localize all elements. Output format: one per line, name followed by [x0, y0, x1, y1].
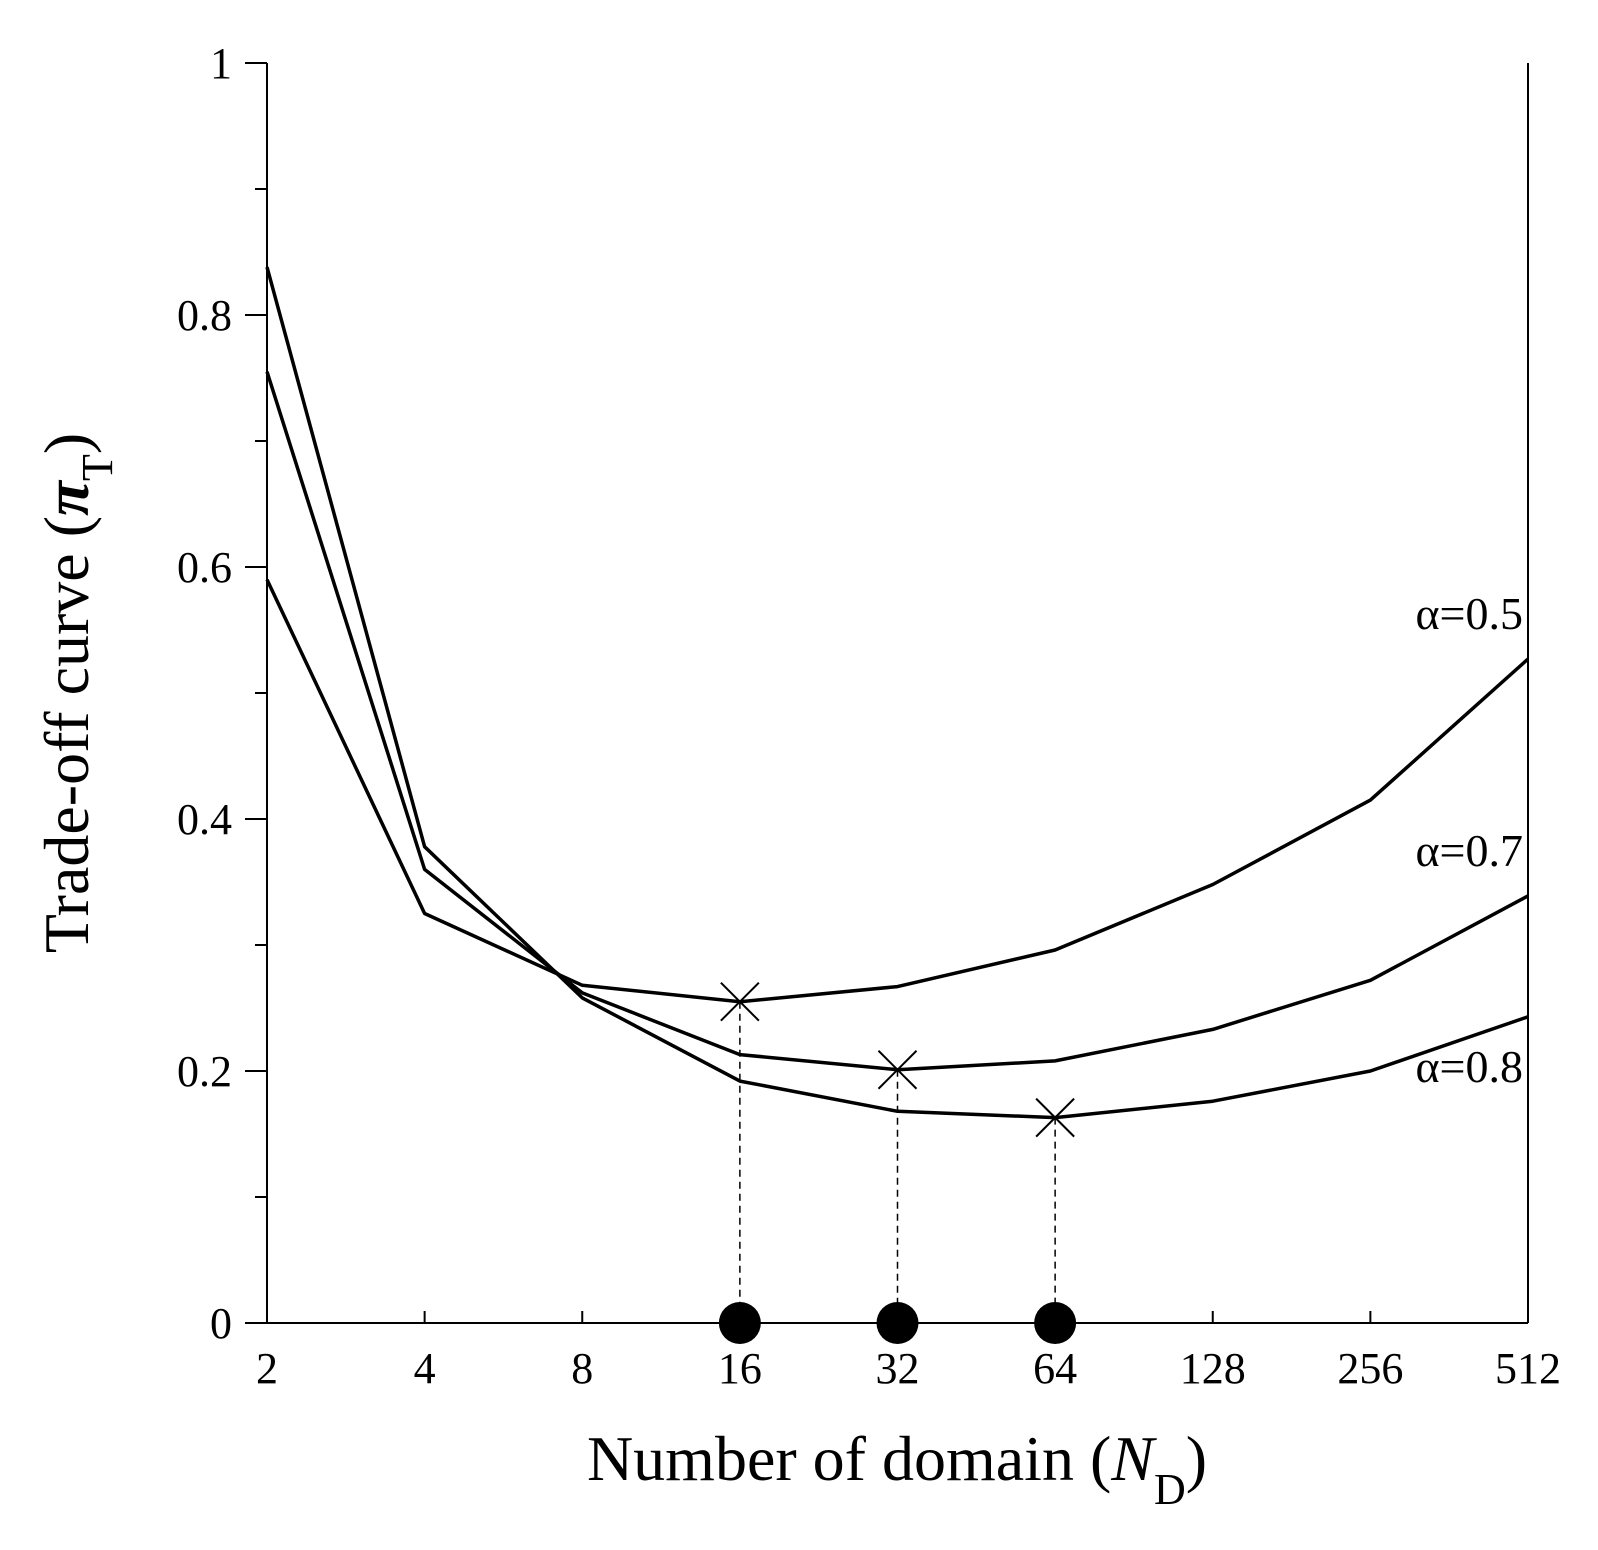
- series-lines: [265, 266, 1530, 1120]
- min-dot-32: [876, 1302, 919, 1344]
- y-axis-title-main: Trade-off curve (: [31, 516, 102, 953]
- x-tick-label-16: 16: [718, 1344, 762, 1393]
- y-tick-label-0: 0: [210, 1299, 232, 1348]
- y-axis-title-subscript: T: [73, 454, 122, 481]
- series-line-2: [265, 371, 1529, 1072]
- x-tick-label-64: 64: [1033, 1344, 1077, 1393]
- y-tick-label-0-4: 0.4: [177, 795, 232, 844]
- x-axis-title-subscript: D: [1154, 1465, 1186, 1514]
- y-axis-title: Trade-off curve (πT): [31, 433, 122, 953]
- series-line-3: [265, 266, 1529, 1120]
- x-axis-title-main: Number of domain (: [587, 1423, 1111, 1494]
- y-axis-title-close: ): [31, 433, 102, 454]
- series-line-1: [265, 578, 1530, 1004]
- axis-ticks: [245, 62, 1529, 1324]
- x-tick-label-256: 256: [1337, 1344, 1403, 1393]
- minimum-markers: [718, 981, 1077, 1344]
- series-labels: α=0.5 α=0.7 α=0.8: [1415, 588, 1523, 1092]
- y-tick-label-0-8: 0.8: [177, 291, 232, 340]
- y-tick-label-1: 1: [210, 39, 232, 88]
- x-tick-label-8: 8: [571, 1344, 593, 1393]
- x-axis-title: Number of domain (ND): [587, 1423, 1207, 1514]
- min-dot-64: [1034, 1302, 1077, 1344]
- x-axis-title-close: ): [1186, 1423, 1207, 1494]
- y-tick-label-0-6: 0.6: [177, 543, 232, 592]
- x-tick-label-32: 32: [876, 1344, 920, 1393]
- min-cross-b-32: [877, 1050, 918, 1090]
- minimum-drop-lines: [739, 1001, 1056, 1323]
- x-tick-label-2: 2: [256, 1344, 278, 1393]
- x-axis-title-italic: N: [1110, 1423, 1157, 1494]
- x-tick-label-512: 512: [1495, 1344, 1561, 1393]
- series-label-3: α=0.8: [1415, 1041, 1523, 1092]
- min-dot-16: [718, 1302, 761, 1344]
- y-tick-label-0-2: 0.2: [177, 1047, 232, 1096]
- y-axis-title-italic: π: [31, 479, 102, 516]
- tick-labels: 2 4 8 16 32 64 128 256 512 0 0.2 0.4 0.6 0.8 1: [177, 39, 1561, 1393]
- min-cross-b-64: [1035, 1097, 1075, 1138]
- series-label-2: α=0.7: [1415, 825, 1523, 876]
- series-label-1: α=0.5: [1415, 588, 1523, 639]
- x-tick-label-128: 128: [1180, 1344, 1246, 1393]
- x-tick-label-4: 4: [414, 1344, 436, 1393]
- min-cross-b-16: [720, 981, 760, 1022]
